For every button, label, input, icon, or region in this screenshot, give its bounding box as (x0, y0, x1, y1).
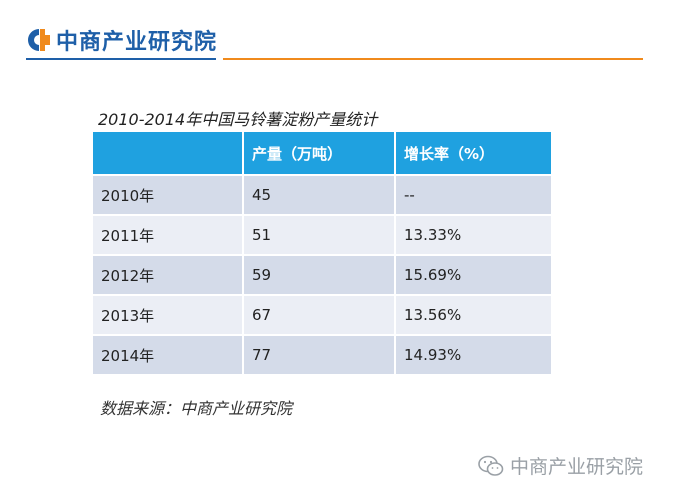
watermark-text: 中商产业研究院 (510, 456, 644, 478)
cell-year: 2011年 (93, 214, 244, 255)
cell-output: 51 (243, 214, 396, 255)
cell-output: 67 (243, 294, 396, 335)
cell-year: 2014年 (93, 334, 244, 374)
source-note: 数据来源：中商产业研究院 (100, 399, 293, 418)
cell-output: 45 (243, 174, 396, 215)
table-row: 2013年 67 13.56% (93, 294, 551, 335)
header-rule-blue (26, 58, 216, 60)
table-row: 2012年 59 15.69% (93, 254, 551, 295)
table-header-row: 产量（万吨） 增长率（%） (93, 132, 551, 175)
cell-year: 2013年 (93, 294, 244, 335)
cell-year: 2012年 (93, 254, 244, 295)
column-header-growth: 增长率（%） (395, 132, 551, 175)
cell-growth: 14.93% (395, 334, 551, 374)
cell-output: 77 (243, 334, 396, 374)
table-row: 2010年 45 -- (93, 174, 551, 215)
header: 中商产业研究院 (0, 0, 680, 70)
logo-text: 中商产业研究院 (56, 30, 218, 55)
cell-growth: 13.33% (395, 214, 551, 255)
table-row: 2014年 77 14.93% (93, 334, 551, 374)
cell-year: 2010年 (93, 174, 244, 215)
header-rule-orange (223, 58, 643, 60)
column-header-output: 产量（万吨） (243, 132, 396, 175)
cell-growth: 13.56% (395, 294, 551, 335)
table-row: 2011年 51 13.33% (93, 214, 551, 255)
logo: 中商产业研究院 (26, 24, 217, 56)
column-header-year (93, 132, 244, 175)
logo-mark-icon (28, 29, 50, 51)
watermark: 中商产业研究院 (478, 452, 643, 479)
cell-output: 59 (243, 254, 396, 295)
data-table: 产量（万吨） 增长率（%） 2010年 45 -- 2011年 51 13.33… (93, 132, 551, 374)
table-title: 2010-2014年中国马铃薯淀粉产量统计 (98, 110, 378, 129)
cell-growth: 15.69% (395, 254, 551, 295)
cell-growth: -- (395, 174, 551, 215)
wechat-icon (478, 455, 504, 476)
